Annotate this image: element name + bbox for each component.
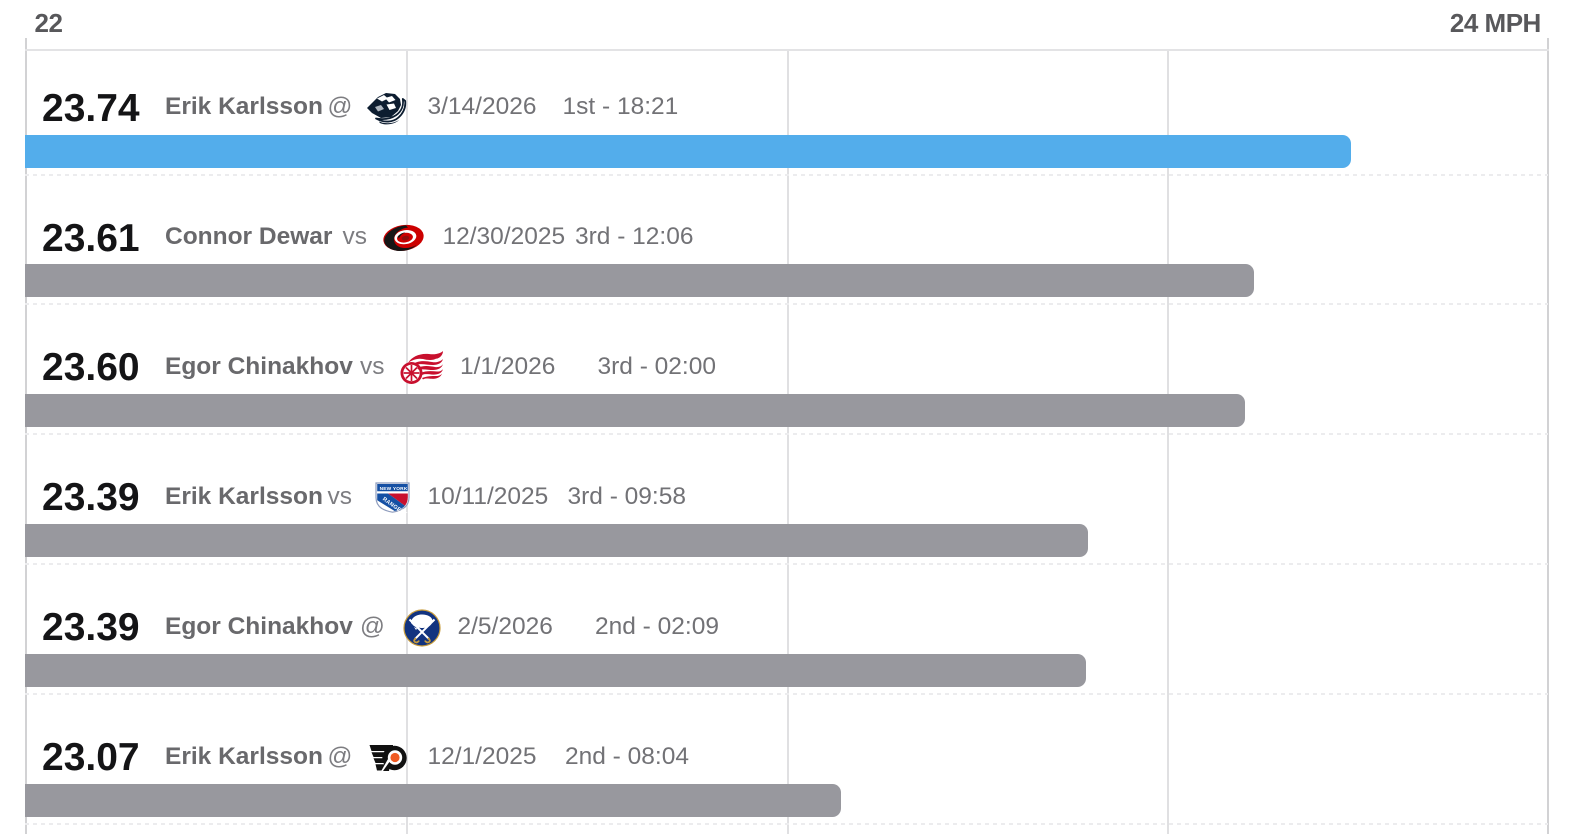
svg-text:NEW YORK: NEW YORK [379,486,407,492]
